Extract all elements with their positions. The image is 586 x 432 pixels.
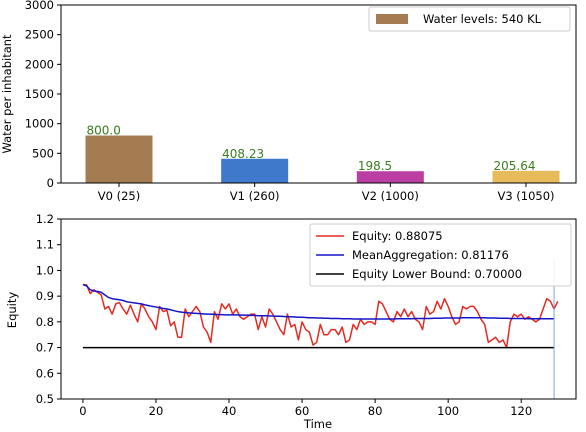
top-y-tick-label-6: 3000 xyxy=(25,0,54,12)
bar-value-label-3: 205.64 xyxy=(494,159,536,173)
bottom-x-tick-label-6: 120 xyxy=(510,404,532,418)
bar-0 xyxy=(85,135,153,183)
top-y-tick-label-0: 0 xyxy=(47,176,54,190)
bottom-y-tick-label-1: 0.6 xyxy=(36,366,54,380)
equity-line-chart: 0.5 0.6 0.7 0.8 0.9 1.0 1.1 1.2 0 20 40 60 80 100 120… xyxy=(5,212,577,431)
legend-label-equity: Equity: 0.88075 xyxy=(352,229,443,243)
top-y-axis-label: Water per inhabitant xyxy=(0,34,14,154)
series-line-mean-aggregation xyxy=(82,283,555,320)
bar-value-label-2: 198.5 xyxy=(358,159,392,173)
top-y-tick-label-3: 1500 xyxy=(25,87,54,101)
bar-value-label-1: 408.23 xyxy=(222,147,264,161)
bottom-x-tick-label-2: 40 xyxy=(222,404,237,418)
bar-3 xyxy=(492,170,560,183)
top-y-tick-label-1: 500 xyxy=(32,146,54,160)
legend-label-mean-aggregation: MeanAggregation: 0.81176 xyxy=(352,248,509,262)
legend-label-water: Water levels: 540 KL xyxy=(423,12,542,26)
bar-2 xyxy=(356,171,424,183)
legend-swatch-water xyxy=(376,14,408,24)
bottom-y-tick-label-2: 0.7 xyxy=(36,341,54,355)
top-y-tick-label-2: 1000 xyxy=(25,117,54,131)
bottom-x-tick-label-0: 0 xyxy=(79,404,86,418)
bottom-y-tick-label-0: 0.5 xyxy=(36,392,54,406)
legend-label-equity-lower-bound: Equity Lower Bound: 0.70000 xyxy=(352,267,522,281)
x-tick-label-2: V2 (1000) xyxy=(362,189,419,203)
bottom-x-tick-label-4: 80 xyxy=(368,404,383,418)
x-tick-label-3: V3 (1050) xyxy=(497,189,554,203)
bottom-y-tick-label-7: 1.2 xyxy=(36,212,54,226)
water-bar-chart: 800.0 408.23 198.5 205.64 0 500 1000 1500 2000 2… xyxy=(0,0,577,203)
bottom-x-tick-label-5: 100 xyxy=(437,404,459,418)
bottom-x-tick-label-3: 60 xyxy=(295,404,310,418)
bar-value-label-0: 800.0 xyxy=(87,124,121,138)
x-tick-label-1: V1 (260) xyxy=(230,189,280,203)
bottom-y-tick-label-6: 1.1 xyxy=(36,238,54,252)
bottom-legend: Equity: 0.88075 MeanAggregation: 0.81176… xyxy=(309,223,572,287)
top-y-tick-label-5: 2500 xyxy=(25,28,54,42)
bottom-x-axis-label: Time xyxy=(303,417,332,431)
bottom-plot-frame xyxy=(60,218,577,400)
bottom-y-tick-label-5: 1.0 xyxy=(36,263,54,277)
top-plot-frame xyxy=(60,4,577,184)
bottom-y-tick-label-4: 0.9 xyxy=(36,289,54,303)
top-legend: Water levels: 540 KL xyxy=(368,6,571,32)
bar-1 xyxy=(221,158,289,183)
top-y-tick-label-4: 2000 xyxy=(25,57,54,71)
bottom-y-axis-label: Equity xyxy=(5,292,19,329)
bottom-x-tick-label-1: 20 xyxy=(149,404,164,418)
bottom-y-tick-label-3: 0.8 xyxy=(36,315,54,329)
series-line-equity xyxy=(82,283,559,349)
x-tick-label-0: V0 (25) xyxy=(98,189,140,203)
